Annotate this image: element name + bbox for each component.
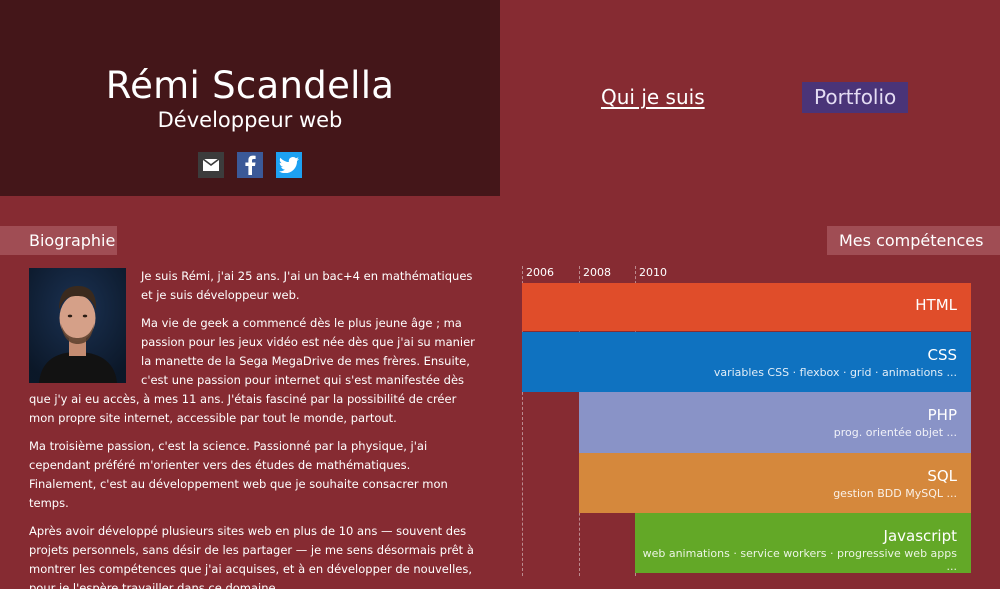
biography-heading: Biographie — [0, 226, 117, 255]
skill-name: CSS — [927, 346, 957, 364]
profile-role: Développeur web — [157, 108, 343, 132]
skills-timeline: 2006 2008 2010 HTML CSS variables CSS · flexb… — [522, 266, 972, 576]
bio-paragraph-4: Après avoir développé plusieurs sites we… — [29, 524, 474, 589]
nav-about-link[interactable]: Qui je suis — [601, 85, 705, 109]
skill-bar-sql: SQL gestion BDD MySQL ... — [579, 453, 971, 513]
skill-name: PHP — [927, 406, 957, 424]
skill-bar-css: CSS variables CSS · flexbox · grid · anim… — [522, 332, 971, 392]
bio-paragraph-3: Ma troisième passion, c'est la science. … — [29, 439, 448, 510]
skill-name: HTML — [915, 296, 957, 314]
skills-heading: Mes compétences — [827, 226, 1000, 255]
timeline-year-2006: 2006 — [526, 266, 554, 279]
skill-bar-php: PHP prog. orientée objet ... — [579, 392, 971, 453]
twitter-icon[interactable] — [276, 152, 302, 178]
profile-photo — [29, 268, 126, 383]
skill-detail: gestion BDD MySQL ... — [833, 487, 957, 500]
skill-detail: prog. orientée objet ... — [833, 426, 957, 439]
biography-text: Je suis Rémi, j'ai 25 ans. J'ai un bac+4… — [29, 267, 479, 589]
profile-name: Rémi Scandella — [105, 64, 395, 107]
mail-icon[interactable] — [198, 152, 224, 178]
social-links — [198, 152, 315, 178]
nav-portfolio-link[interactable]: Portfolio — [802, 82, 909, 113]
bio-paragraph-2: Ma vie de geek a commencé dès le plus je… — [29, 316, 475, 425]
timeline-year-2010: 2010 — [639, 266, 667, 279]
skill-name: Javascript — [883, 527, 957, 545]
skill-name: SQL — [927, 467, 957, 485]
bio-paragraph: Je suis Rémi, j'ai 25 ans. J'ai un bac+4… — [29, 267, 479, 305]
profile-header: Rémi Scandella Développeur web — [0, 0, 500, 196]
timeline-gridline-2006 — [522, 266, 523, 576]
facebook-icon[interactable] — [237, 152, 263, 178]
skill-detail: variables CSS · flexbox · grid · animati… — [713, 366, 957, 379]
bio-paragraph-1: Je suis Rémi, j'ai 25 ans. J'ai un bac+4… — [141, 269, 473, 302]
skill-detail: web animations · service workers · progr… — [642, 547, 957, 573]
skill-bar-javascript: Javascript web animations · service worke… — [635, 513, 971, 573]
skill-bar-html: HTML — [522, 283, 971, 331]
timeline-year-2008: 2008 — [583, 266, 611, 279]
